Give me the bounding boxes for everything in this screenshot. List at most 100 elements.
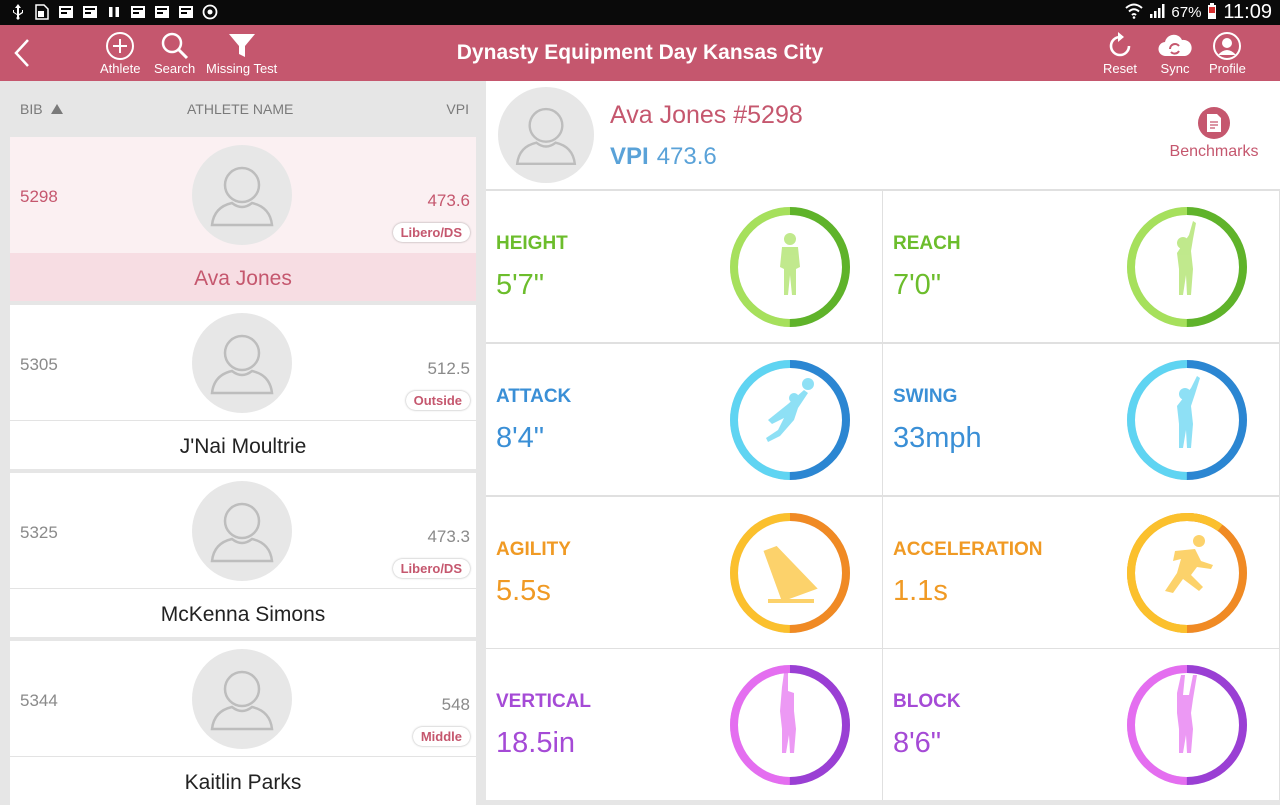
benchmarks-label: Benchmarks [1169,143,1259,160]
sync-button[interactable]: Sync [1157,31,1193,76]
athlete-card[interactable]: 5298 473.6 Libero/DS Ava Jones [10,137,476,301]
metric-label: ACCELERATION [893,539,1043,560]
cloud-sync-icon [1158,34,1192,57]
standing-athlete-icon [780,233,800,295]
sort-by-bib[interactable]: BIB [20,101,64,117]
divider [10,756,476,757]
sort-by-name[interactable]: ATHLETE NAME [187,101,294,117]
usb-icon [10,4,26,20]
jumping-athlete-icon [780,673,796,753]
ring-dark-segment [730,513,850,633]
search-icon [161,32,188,60]
notification-icon [154,4,170,20]
athlete-detail-pane: Ava Jones #5298 VPI 473.6 Benchmarks HEIG… [486,81,1280,800]
metric-value: 5.5s [496,575,551,607]
metric-value: 8'4" [496,422,545,454]
metric-ring [730,207,850,327]
metric-tile-height[interactable]: HEIGHT 5'7" [486,191,882,342]
divider [10,420,476,421]
sync-status-icon [202,4,218,20]
metric-ring [1127,513,1247,633]
metric-tile-agility[interactable]: AGILITY 5.5s [486,497,882,648]
athlete-card[interactable]: 5344 548 Middle Kaitlin Parks [10,641,476,805]
system-indicators: 67% 11:09 [1125,1,1272,24]
document-icon [1198,107,1230,139]
metric-value: 33mph [893,422,982,454]
notification-icons [10,4,218,20]
person-placeholder-icon [210,670,274,731]
sort-by-vpi[interactable]: VPI [446,101,469,117]
metric-ring [730,360,850,480]
avatar [192,313,292,413]
metric-ring [1127,207,1247,327]
metric-ring [730,513,850,633]
position-badge: Libero/DS [392,223,470,242]
add-circle-icon [106,32,135,60]
ring-dark-segment [730,207,850,327]
reaching-athlete-icon [1177,221,1196,295]
athlete-vpi: 473.3 [427,527,470,546]
metric-value: 7'0" [893,269,942,301]
athlete-name: Kaitlin Parks [184,771,302,794]
athlete-vpi: 548 [441,695,470,714]
profile-label: Profile [1209,61,1246,76]
divider [10,588,476,589]
benchmarks-button[interactable]: Benchmarks [1166,107,1262,161]
metric-tile-reach[interactable]: REACH 7'0" [883,191,1279,342]
athlete-vpi: 473.6 [427,191,470,210]
person-placeholder-icon [210,502,274,563]
athlete-name: McKenna Simons [160,603,326,626]
search-button[interactable]: Search [154,31,195,76]
position-badge: Middle [412,727,470,746]
cone-icon [763,546,818,603]
refresh-icon [1109,32,1131,57]
add-athlete-button[interactable]: Athlete [100,31,140,76]
profile-button[interactable]: Profile [1209,31,1246,76]
athlete-profile-header: Ava Jones #5298 VPI 473.6 Benchmarks [486,81,1280,189]
position-badge: Outside [405,391,470,410]
metric-label: BLOCK [893,691,961,712]
person-placeholder-icon [515,107,577,165]
avatar [192,145,292,245]
metric-tile-acceleration[interactable]: ACCELERATION 1.1s [883,497,1279,648]
person-placeholder-icon [210,166,274,227]
back-button[interactable] [8,35,42,71]
metric-tile-attack[interactable]: ATTACK 8'4" [486,344,882,495]
notification-icon [178,4,194,20]
sync-label: Sync [1160,61,1190,76]
athlete-card[interactable]: 5325 473.3 Libero/DS McKenna Simons [10,473,476,637]
chevron-left-icon [14,39,29,67]
bib-header: BIB [20,101,43,117]
ring-dark-segment [1127,207,1247,327]
metric-value: 8'6" [893,727,942,759]
sprinting-athlete-icon [1165,535,1213,593]
metric-tile-swing[interactable]: SWING 33mph [883,344,1279,495]
metric-value: 5'7" [496,269,545,301]
metric-label: ATTACK [496,386,572,407]
athlete-detail-vpi: VPI 473.6 [610,143,717,171]
sort-ascending-icon [51,104,64,114]
signal-icon [1149,3,1165,22]
reset-button[interactable]: Reset [1103,31,1137,76]
athlete-bib: 5344 [20,691,58,710]
blocking-athlete-icon [1177,675,1197,753]
swinging-athlete-icon [1177,376,1200,448]
metric-value: 18.5in [496,727,576,759]
reset-label: Reset [1103,61,1137,76]
app-bar: Athlete Search Missing Test Dynasty Equi… [0,25,1280,81]
athlete-detail-name: Ava Jones #5298 [610,101,803,129]
athlete-card[interactable]: 5305 512.5 Outside J'Nai Moultrie [10,305,476,469]
notification-icon [82,4,98,20]
athlete-vpi: 512.5 [427,359,470,378]
metric-ring [1127,665,1247,785]
metric-label: SWING [893,386,958,407]
avatar [192,481,292,581]
avatar [498,87,594,183]
battery-percent: 67% [1171,4,1202,21]
metric-tile-vertical[interactable]: VERTICAL 18.5in [486,649,882,800]
clock: 11:09 [1223,1,1272,23]
person-placeholder-icon [210,334,274,395]
metric-tile-block[interactable]: BLOCK 8'6" [883,649,1279,800]
missing-test-button[interactable]: Missing Test [206,31,277,76]
ring-dark-segment [730,665,850,785]
